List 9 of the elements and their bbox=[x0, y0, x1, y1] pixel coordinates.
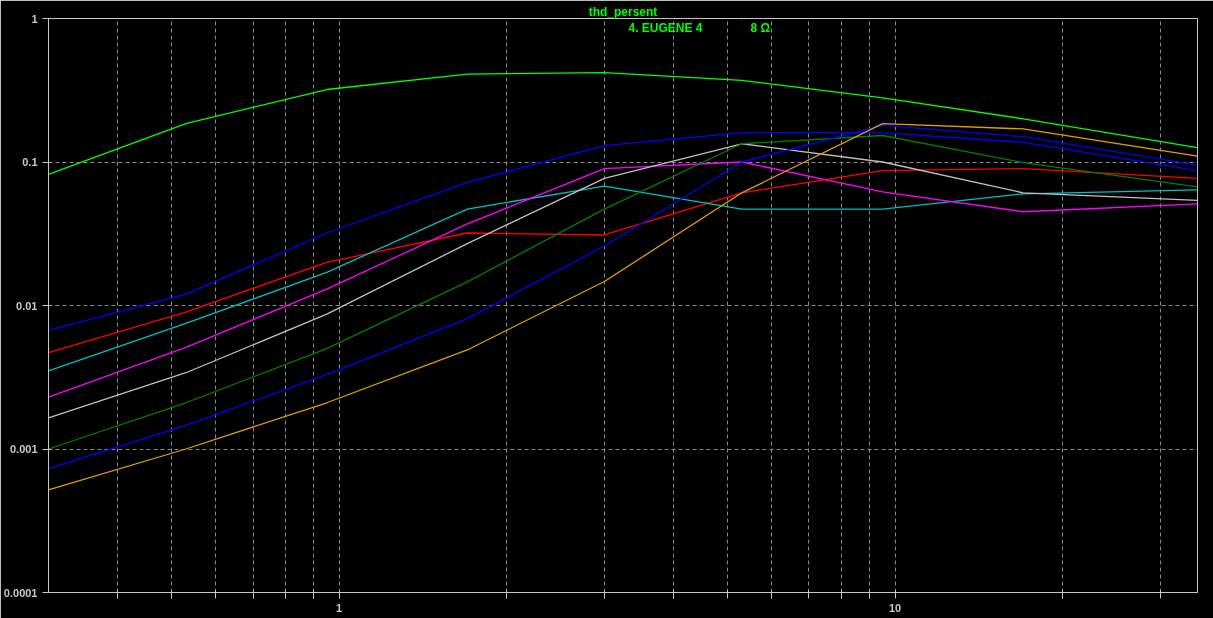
y-tick-label: 0.0001 bbox=[3, 586, 38, 599]
y-tick-label: 0.001 bbox=[9, 443, 38, 455]
y-tick-label: 0.01 bbox=[16, 299, 38, 312]
x-tick-label: 10 bbox=[888, 601, 902, 614]
annotation: 8 Ω bbox=[750, 20, 771, 35]
annotation: 4. EUGENE 4 bbox=[628, 20, 703, 35]
y-tick-label: 1 bbox=[31, 12, 38, 25]
y-tick-label: 0.1 bbox=[22, 156, 38, 168]
chart-title: thd_persent bbox=[588, 4, 658, 19]
